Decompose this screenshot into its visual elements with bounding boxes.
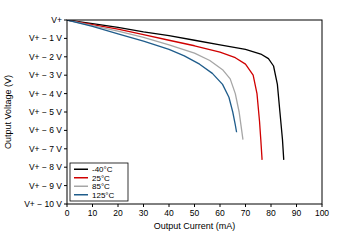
- series-line: [67, 20, 284, 160]
- y-tick-label: V+ − 10 V: [24, 199, 62, 209]
- x-tick-label: 10: [88, 208, 98, 218]
- y-tick-label: V+ − 9 V: [29, 181, 62, 191]
- y-tick-label: V+ − 3 V: [29, 70, 62, 80]
- x-tick-label: 70: [241, 208, 251, 218]
- legend-swatch: [74, 177, 88, 179]
- x-tick-label: 40: [164, 208, 174, 218]
- y-tick-label: V+ − 7 V: [29, 144, 62, 154]
- x-axis-label: Output Current (mA): [154, 221, 236, 231]
- y-tick-label: V+ − 8 V: [29, 162, 62, 172]
- y-tick-label: V+: [51, 15, 62, 25]
- series-group: [67, 20, 284, 160]
- series-line: [67, 20, 243, 140]
- x-tick-label: 100: [315, 208, 329, 218]
- y-tick-label: V+ − 4 V: [29, 89, 62, 99]
- legend-swatch: [74, 186, 88, 188]
- y-tick-label: V+ − 1 V: [29, 33, 62, 43]
- x-tick-label: 30: [139, 208, 149, 218]
- x-tick-label: 20: [113, 208, 123, 218]
- series-line: [67, 20, 237, 132]
- x-tick-label: 80: [266, 208, 276, 218]
- x-tick-label: 60: [215, 208, 225, 218]
- legend: -40°C25°C85°C125°C: [70, 163, 128, 201]
- legend-swatch: [74, 169, 88, 171]
- x-tick-label: 0: [65, 208, 70, 218]
- legend-box: [70, 163, 128, 201]
- y-axis-label: Output Voltage (V): [3, 75, 13, 149]
- series-line: [67, 20, 262, 160]
- y-tick-label: V+ − 5 V: [29, 107, 62, 117]
- chart: V+ V+ − 1 V V+ − 2 V V+ − 3 V V+ − 4 V V+ − 5…: [0, 0, 345, 243]
- x-tick-label: 90: [292, 208, 302, 218]
- legend-label: 125°C: [92, 191, 115, 200]
- x-tick-label: 50: [190, 208, 200, 218]
- legend-swatch: [74, 194, 88, 196]
- y-tick-label: V+ − 2 V: [29, 52, 62, 62]
- y-tick-label: V+ − 6 V: [29, 125, 62, 135]
- plot-frame: [67, 20, 322, 204]
